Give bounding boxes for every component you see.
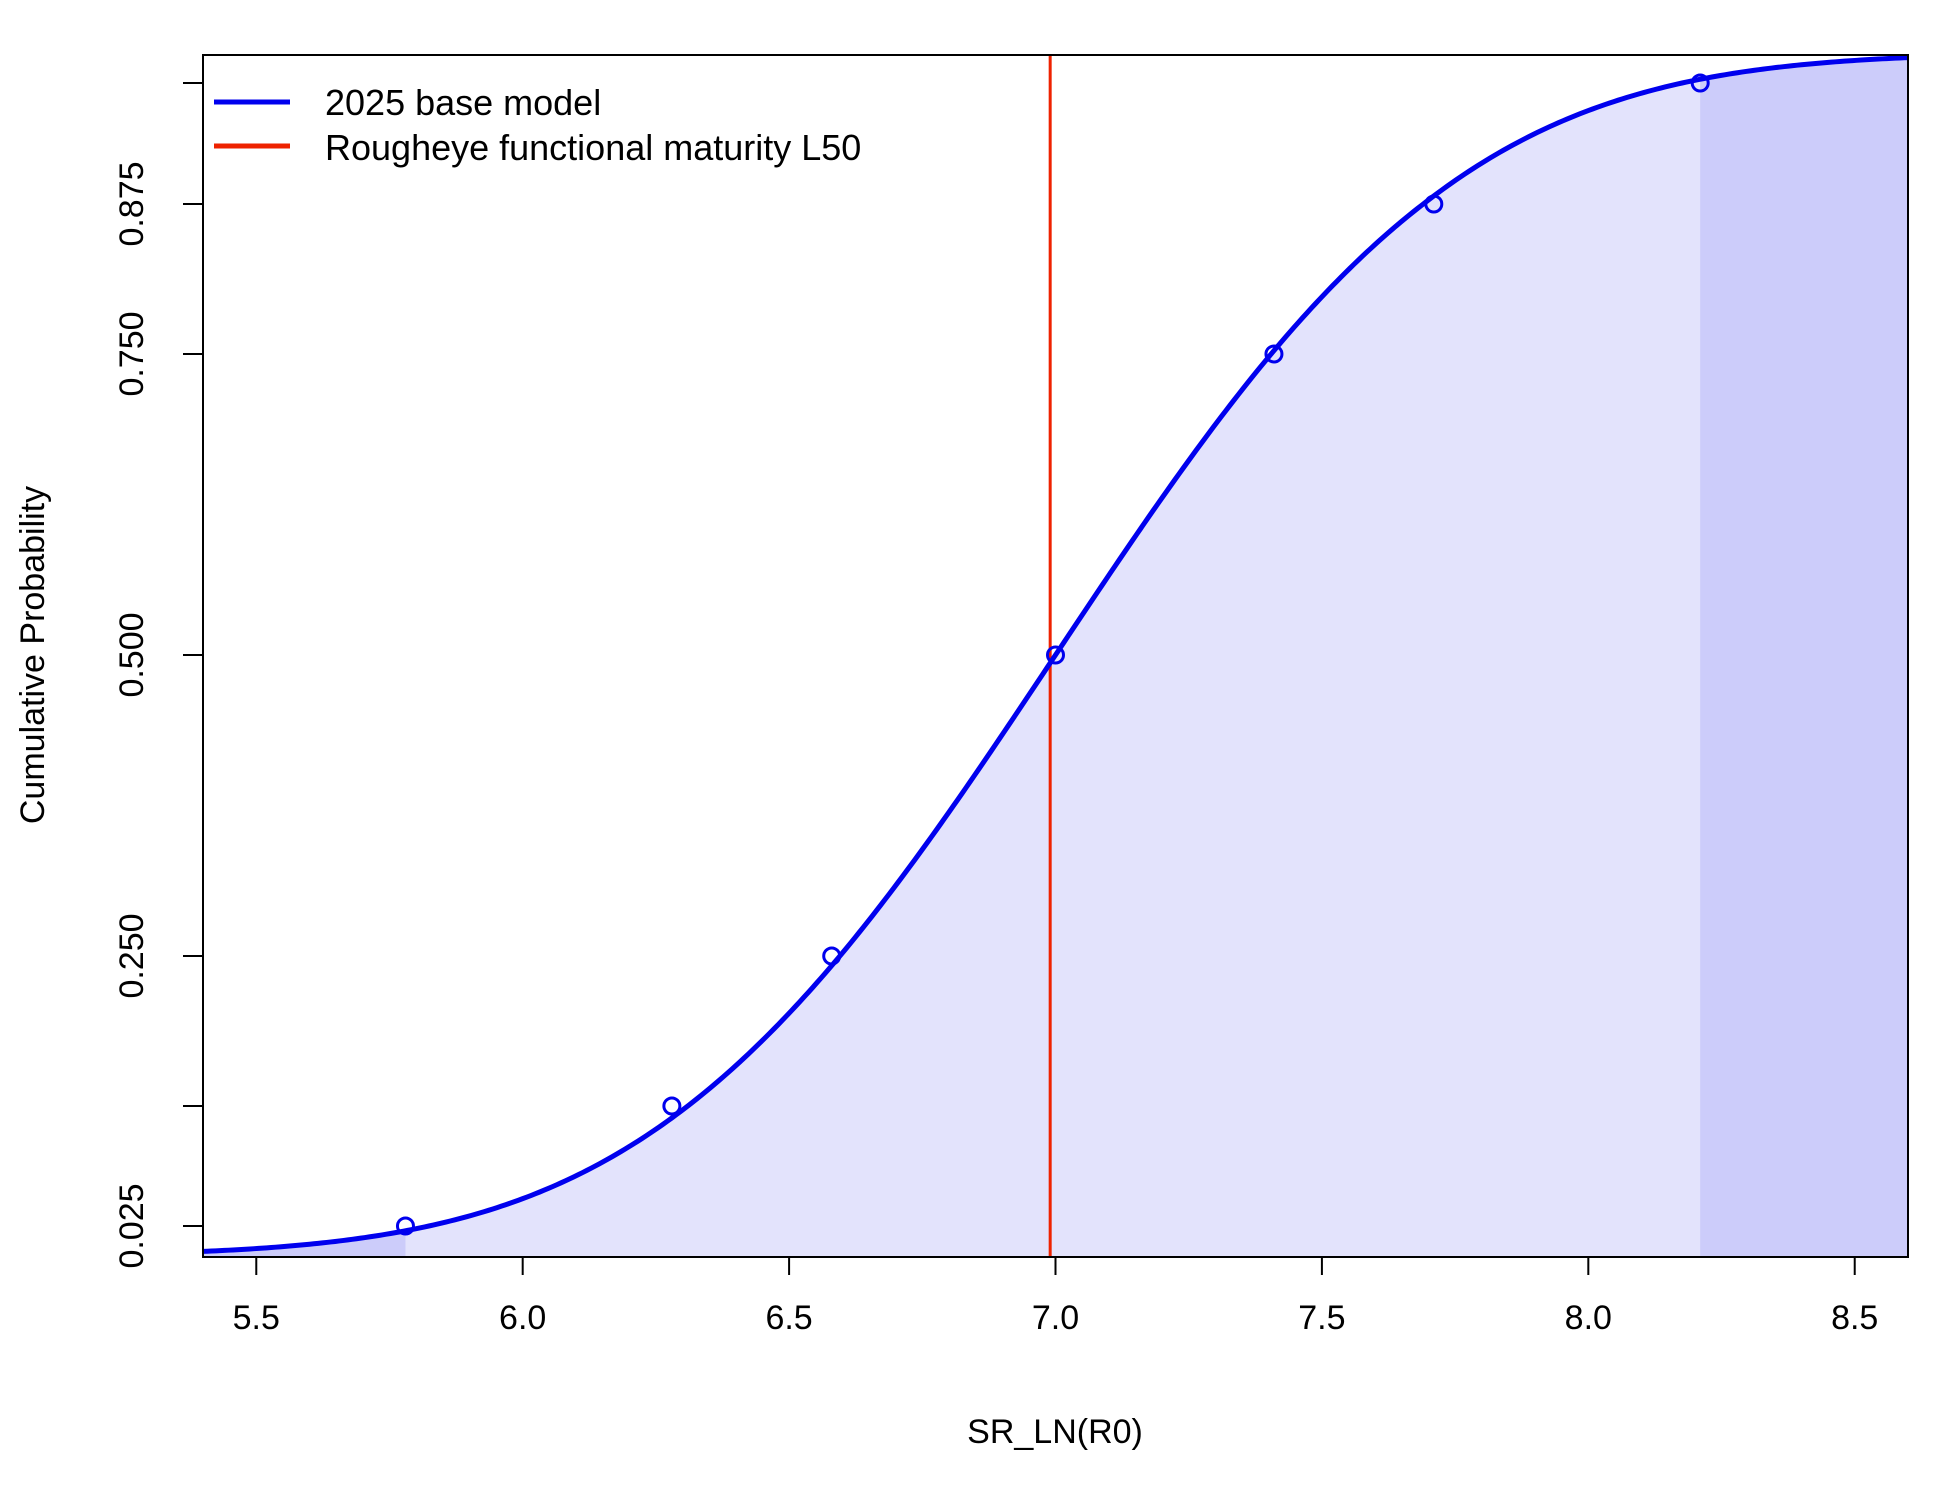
data-point-6 xyxy=(1690,73,1710,93)
y-axis-title: Cumulative Probability xyxy=(14,486,52,824)
x-axis: 5.5 6.0 6.5 7.0 7.5 8.0 8.5 xyxy=(233,1257,1878,1337)
x-tick-label: 6.0 xyxy=(499,1299,546,1337)
y-tick-label: 0.750 xyxy=(113,311,151,396)
x-tick-label: 5.5 xyxy=(233,1299,280,1337)
data-point-0 xyxy=(395,1216,415,1236)
x-tick-label: 7.0 xyxy=(1032,1299,1079,1337)
data-point-1 xyxy=(662,1096,682,1116)
marked-points-layer xyxy=(395,73,1710,1236)
data-point-3 xyxy=(1046,645,1065,665)
curve-layer xyxy=(203,55,1908,1254)
data-point-5 xyxy=(1424,194,1444,214)
x-tick-label: 6.5 xyxy=(765,1299,812,1337)
y-tick-label: 0.875 xyxy=(113,161,151,246)
data-point-4 xyxy=(1264,344,1284,364)
legend-label-maturity-l50: Rougheye functional maturity L50 xyxy=(325,127,861,168)
y-tick-label: 0.500 xyxy=(113,612,151,697)
x-tick-label: 7.5 xyxy=(1298,1299,1345,1337)
x-axis-title: SR_LN(R0) xyxy=(967,1413,1143,1451)
y-tick-label: 0.250 xyxy=(113,913,151,998)
y-axis: 0.025 0.250 0.500 0.750 0.875 xyxy=(113,82,203,1269)
legend-label-base-model: 2025 base model xyxy=(325,82,601,123)
series-line-base-model xyxy=(203,55,1908,1254)
shade-dark-band-1 xyxy=(1700,55,1908,1257)
x-tick-label: 8.0 xyxy=(1565,1299,1612,1337)
x-tick-label: 8.5 xyxy=(1831,1299,1878,1337)
data-point-2 xyxy=(822,946,842,966)
y-tick-label: 0.025 xyxy=(113,1183,151,1268)
legend: 2025 base model Rougheye functional matu… xyxy=(214,82,861,168)
